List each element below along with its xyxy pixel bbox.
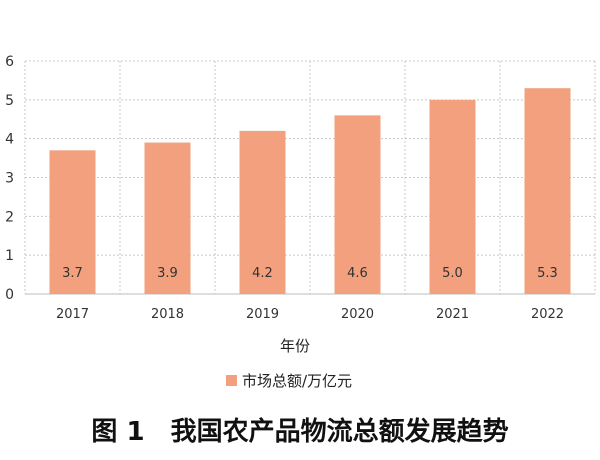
y-tick-label: 0 bbox=[5, 287, 14, 303]
bar-value-label: 3.9 bbox=[157, 266, 178, 281]
y-tick-label: 2 bbox=[5, 209, 14, 225]
y-tick-label: 4 bbox=[5, 132, 14, 148]
bar bbox=[429, 99, 476, 294]
bar bbox=[239, 130, 286, 294]
bar bbox=[524, 88, 571, 294]
x-tick-label: 2022 bbox=[531, 307, 564, 322]
bar-value-label: 5.3 bbox=[537, 266, 558, 281]
y-axis: 0 1 2 3 4 5 6 bbox=[5, 54, 14, 303]
legend: 市场总额/万亿元 bbox=[226, 372, 352, 390]
x-tick-label: 2020 bbox=[341, 307, 374, 322]
x-tick-label: 2021 bbox=[436, 307, 469, 322]
bar-value-label: 4.6 bbox=[347, 266, 368, 281]
legend-swatch bbox=[226, 375, 237, 386]
y-tick-label: 5 bbox=[5, 93, 14, 109]
bar bbox=[144, 142, 191, 294]
x-tick-label: 2018 bbox=[151, 307, 184, 322]
bar bbox=[49, 150, 96, 294]
bar-value-label: 4.2 bbox=[252, 266, 273, 281]
bar-value-label: 5.0 bbox=[442, 266, 463, 281]
bar bbox=[334, 115, 381, 294]
y-tick-label: 3 bbox=[5, 171, 14, 187]
figure-caption: 图 1 我国农产品物流总额发展趋势 bbox=[91, 416, 508, 447]
y-tick-label: 1 bbox=[5, 248, 14, 264]
x-tick-label: 2017 bbox=[56, 307, 89, 322]
x-tick-label: 2019 bbox=[246, 307, 279, 322]
legend-label: 市场总额/万亿元 bbox=[242, 372, 352, 390]
x-axis-title: 年份 bbox=[280, 337, 310, 355]
bar-value-label: 3.7 bbox=[62, 266, 83, 281]
y-tick-label: 6 bbox=[5, 54, 14, 70]
gridlines bbox=[24, 60, 596, 295]
x-axis: 2017 2018 2019 2020 2021 2022 bbox=[56, 307, 564, 322]
bars: 3.7 3.9 4.2 4.6 5.0 5.3 bbox=[49, 88, 571, 294]
